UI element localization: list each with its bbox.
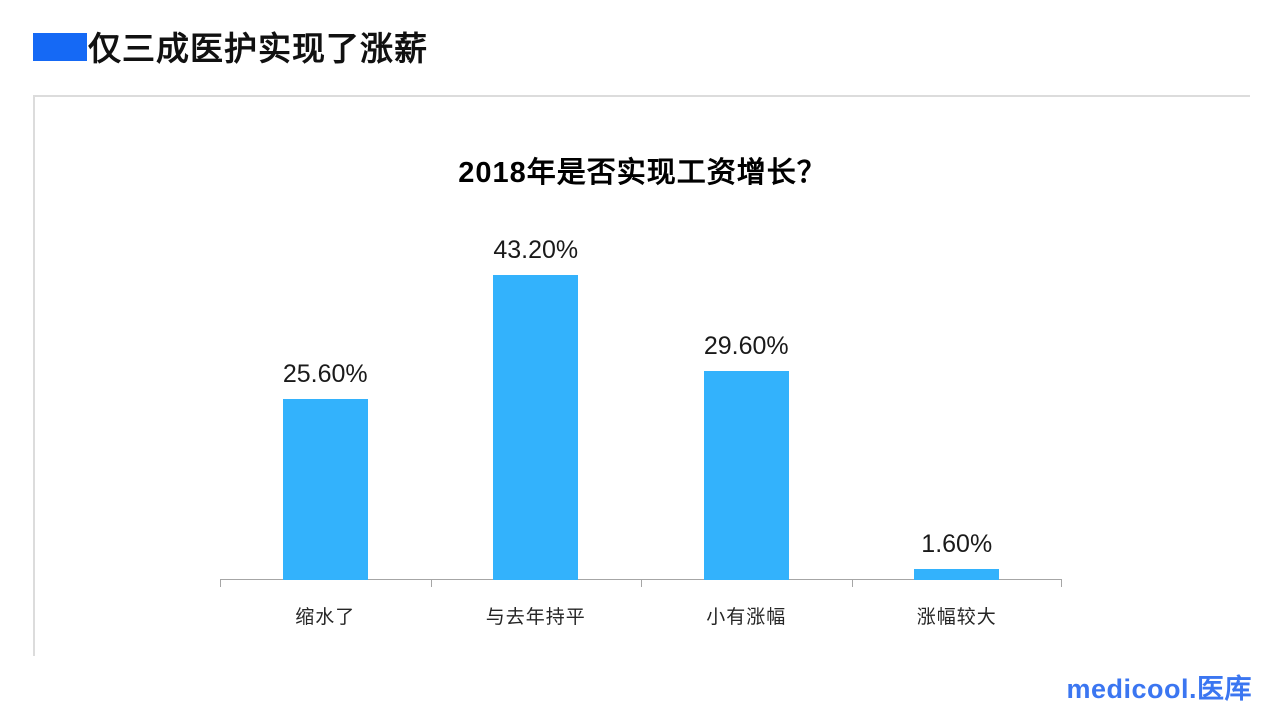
x-axis-tick <box>641 580 642 587</box>
brand-logo: medicool.医库 <box>1066 674 1252 704</box>
bar <box>282 399 368 580</box>
bar-value-label: 25.60% <box>282 360 368 388</box>
chart-title: 2018年是否实现工资增长？ <box>458 157 827 189</box>
bar <box>493 275 579 580</box>
bar-value-label: 1.60% <box>921 530 993 558</box>
bar-group: 25.60% <box>220 227 431 580</box>
bar-group: 1.60% <box>852 227 1063 580</box>
bar <box>914 569 1000 580</box>
title-bullet-swatch <box>33 33 87 61</box>
bar-group: 29.60% <box>641 227 852 580</box>
x-axis-category-label: 与去年持平 <box>485 607 586 628</box>
x-axis-labels: 缩水了 与去年持平 小有涨幅 涨幅较大 <box>220 602 1062 629</box>
x-axis-line <box>220 579 1062 580</box>
x-axis-category-label: 小有涨幅 <box>706 607 787 628</box>
x-axis-tick <box>220 580 221 587</box>
x-axis-category-label: 缩水了 <box>295 607 356 628</box>
x-axis-tick <box>851 580 853 587</box>
x-axis-tick <box>1061 580 1062 587</box>
bar-group: 43.20% <box>431 227 642 580</box>
plot-area: 25.60% 43.20% 29.60% 1.60% <box>220 227 1063 587</box>
x-axis-category-label: 涨幅较大 <box>916 607 997 628</box>
bar <box>703 371 789 580</box>
bar-value-label: 29.60% <box>703 332 789 360</box>
bar-value-label: 43.20% <box>493 236 579 264</box>
x-axis-tick <box>430 580 432 587</box>
chart-panel: 2018年是否实现工资增长？ 25.60% 43.20% 29.60% 1.60% 缩… <box>33 95 1250 656</box>
page-title: 仅三成医护实现了涨薪 <box>88 30 428 67</box>
